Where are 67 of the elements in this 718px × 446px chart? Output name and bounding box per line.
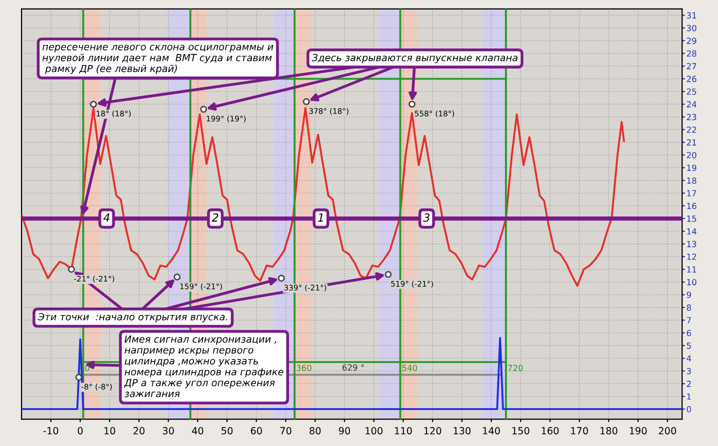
- y-tick-label: 26: [686, 76, 696, 82]
- x-tick-label: 140: [483, 427, 500, 434]
- y-tick-label: 20: [686, 152, 696, 158]
- x-tick-label: 150: [512, 427, 530, 434]
- y-tick-label: 11: [687, 266, 696, 273]
- y-tick-label: 30: [686, 24, 696, 32]
- annotation: 1: [318, 213, 323, 222]
- y-tick-label: 23: [686, 114, 696, 120]
- annotation: пересечение левого склона осцилограммы и нулевой линии дает нам ВМТ суда и ставим рамку ДР (ее левый край): [42, 44, 274, 74]
- x-tick-label: 190: [630, 427, 647, 434]
- annotation: Имея сигнал синхронизации , например искры первого цилиндра ,можно указать номера цилиндров на графике ДР а также угол опережения зажигания: [124, 336, 284, 398]
- annotation: 2: [212, 213, 218, 222]
- y-tick-label: 9: [686, 292, 691, 298]
- y-tick-label: 29: [686, 38, 696, 44]
- x-tick-label: 170: [571, 427, 588, 434]
- y-tick-label: 28: [686, 50, 696, 57]
- y-tick-label: 19: [687, 164, 696, 171]
- x-tick-label: 30: [162, 427, 174, 434]
- x-tick-label: 110: [394, 427, 412, 434]
- y-tick-label: 12: [687, 254, 696, 260]
- x-tick-label: 90: [338, 427, 350, 434]
- annotation: 360: [296, 364, 312, 372]
- x-tick-label: 200: [658, 427, 676, 434]
- x-tick-label: 0: [78, 427, 83, 434]
- annotation: Эти точки :начало открытия впуска.: [38, 313, 228, 322]
- annotation: 720: [508, 364, 523, 372]
- x-tick-label: 180: [600, 427, 618, 434]
- x-tick-label: 100: [366, 427, 382, 434]
- annotation: 0: [85, 364, 90, 372]
- x-tick-label: 130: [454, 427, 471, 434]
- y-tick-label: 10: [687, 279, 696, 286]
- x-tick-label: 20: [134, 427, 145, 434]
- y-tick-label: 14: [687, 228, 696, 234]
- x-tick-label: 60: [250, 427, 262, 434]
- y-tick-label: 16: [687, 202, 696, 210]
- y-tick-label: 27: [686, 63, 696, 70]
- y-tick-label: 18: [687, 177, 696, 184]
- y-tick-label: 0: [686, 406, 692, 412]
- annotation: 3: [423, 213, 430, 222]
- x-tick-label: 160: [542, 427, 559, 434]
- y-tick-label: 24: [686, 101, 696, 108]
- y-tick-label: 1: [687, 393, 691, 400]
- y-tick-label: 7: [686, 317, 691, 324]
- y-tick-label: 15: [687, 216, 696, 222]
- annotation: Здесь закрываются выпускные клапана: [312, 54, 518, 64]
- x-tick-label: -10: [43, 427, 58, 434]
- y-tick-label: 6: [686, 330, 692, 336]
- y-tick-label: 3: [686, 368, 691, 374]
- x-tick-label: 70: [280, 427, 292, 434]
- y-tick-label: 8: [686, 304, 691, 311]
- y-tick-label: 4: [686, 355, 692, 362]
- annotation: 4: [103, 213, 110, 222]
- annotation: 629 °: [342, 364, 364, 371]
- x-tick-label: 50: [222, 427, 233, 434]
- y-tick-label: 21: [686, 139, 696, 146]
- y-tick-label: 2: [686, 380, 691, 387]
- x-tick-label: 40: [192, 427, 204, 434]
- y-tick-label: 13: [687, 240, 696, 248]
- y-tick-label: 25: [686, 88, 696, 95]
- x-tick-label: 120: [424, 427, 442, 434]
- annotation: 540: [402, 364, 418, 372]
- x-tick-label: 10: [104, 427, 116, 434]
- y-tick-label: 22: [686, 126, 696, 133]
- y-tick-label: 17: [687, 190, 696, 196]
- y-tick-label: 31: [686, 12, 696, 19]
- y-tick-label: 5: [686, 342, 691, 349]
- x-tick-label: 80: [310, 427, 321, 434]
